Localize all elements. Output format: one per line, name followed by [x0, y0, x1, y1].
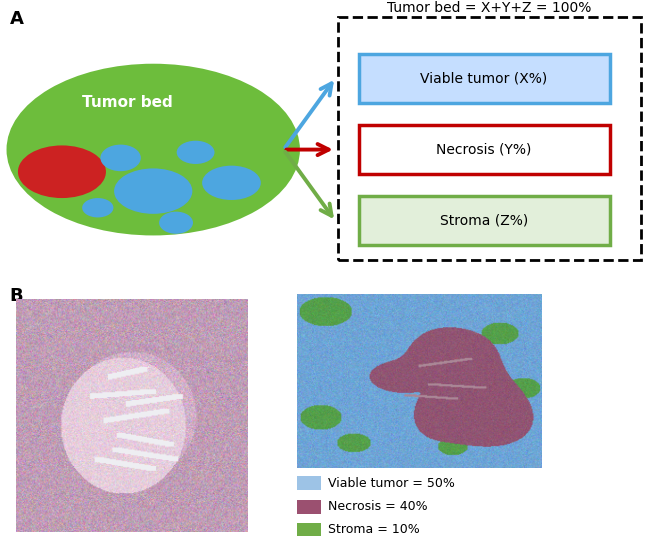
Text: Necrosis = 40%: Necrosis = 40% [328, 500, 428, 514]
Ellipse shape [100, 145, 141, 171]
FancyBboxPatch shape [359, 54, 610, 103]
FancyBboxPatch shape [359, 125, 610, 174]
Ellipse shape [82, 198, 113, 217]
Text: Viable tumor (X%): Viable tumor (X%) [421, 71, 548, 86]
Text: Viable tumor = 50%: Viable tumor = 50% [328, 476, 455, 490]
Text: B: B [10, 287, 23, 305]
Ellipse shape [18, 145, 106, 198]
Ellipse shape [202, 166, 261, 200]
Text: Tumor bed: Tumor bed [82, 95, 173, 110]
Text: Stroma = 10%: Stroma = 10% [328, 523, 420, 536]
Ellipse shape [177, 141, 215, 164]
Text: A: A [10, 10, 23, 28]
FancyBboxPatch shape [359, 196, 610, 245]
Text: Stroma (Z%): Stroma (Z%) [440, 213, 528, 228]
Text: Tumor bed = X+Y+Z = 100%: Tumor bed = X+Y+Z = 100% [387, 1, 591, 16]
Ellipse shape [7, 64, 300, 235]
Ellipse shape [114, 168, 192, 214]
Text: Necrosis (Y%): Necrosis (Y%) [436, 142, 532, 157]
FancyBboxPatch shape [338, 17, 641, 260]
Ellipse shape [159, 212, 193, 234]
